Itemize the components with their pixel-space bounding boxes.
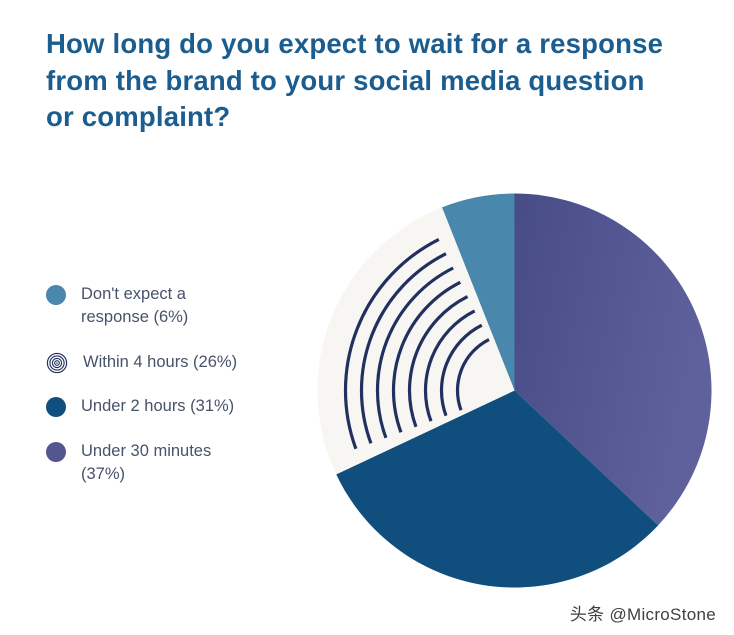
pattern-ring-arc xyxy=(407,295,469,428)
legend-item-under-30-minutes: Under 30 minutes (37%) xyxy=(46,440,281,487)
pattern-ring-arc xyxy=(343,237,440,450)
legend-item-within-4-hours: Within 4 hours (26%) xyxy=(46,351,281,374)
legend-label: Under 2 hours (31%) xyxy=(81,397,235,416)
legend-label: Within 4 hours (26%) xyxy=(83,352,238,371)
pattern-ring-arc xyxy=(455,338,490,411)
pie-slice-within-4-hours xyxy=(317,207,515,475)
legend-label: Don't expect a response (6%) xyxy=(81,285,189,327)
concentric-rings-icon xyxy=(46,352,68,374)
legend: Don't expect a response (6%) Within 4 hou… xyxy=(46,283,281,487)
pie-slice-under-2-hours xyxy=(336,390,659,588)
pattern-ring-arc xyxy=(391,280,462,433)
legend-label: Under 30 minutes (37%) xyxy=(81,441,212,484)
chart-title: How long do you expect to wait for a res… xyxy=(46,28,664,133)
pattern-ring-arc xyxy=(359,252,447,444)
legend-color-dot-icon xyxy=(46,285,66,305)
pie-slice-dont-expect-a-response xyxy=(441,193,515,391)
pattern-ring-arc xyxy=(375,266,454,439)
watermark: 头条 @MicroStone xyxy=(569,605,716,624)
legend-color-dot-icon xyxy=(46,441,66,462)
legend-item-under-2-hours: Under 2 hours (31%) xyxy=(46,395,281,418)
pie-slice-under-30-minutes xyxy=(514,193,712,526)
pie-chart xyxy=(317,193,712,588)
pattern-ring-arc xyxy=(439,323,483,417)
legend-item-dont-expect-a-response: Don't expect a response (6%) xyxy=(46,283,281,330)
legend-color-dot-icon xyxy=(46,397,66,418)
pattern-ring-arc xyxy=(423,309,476,422)
